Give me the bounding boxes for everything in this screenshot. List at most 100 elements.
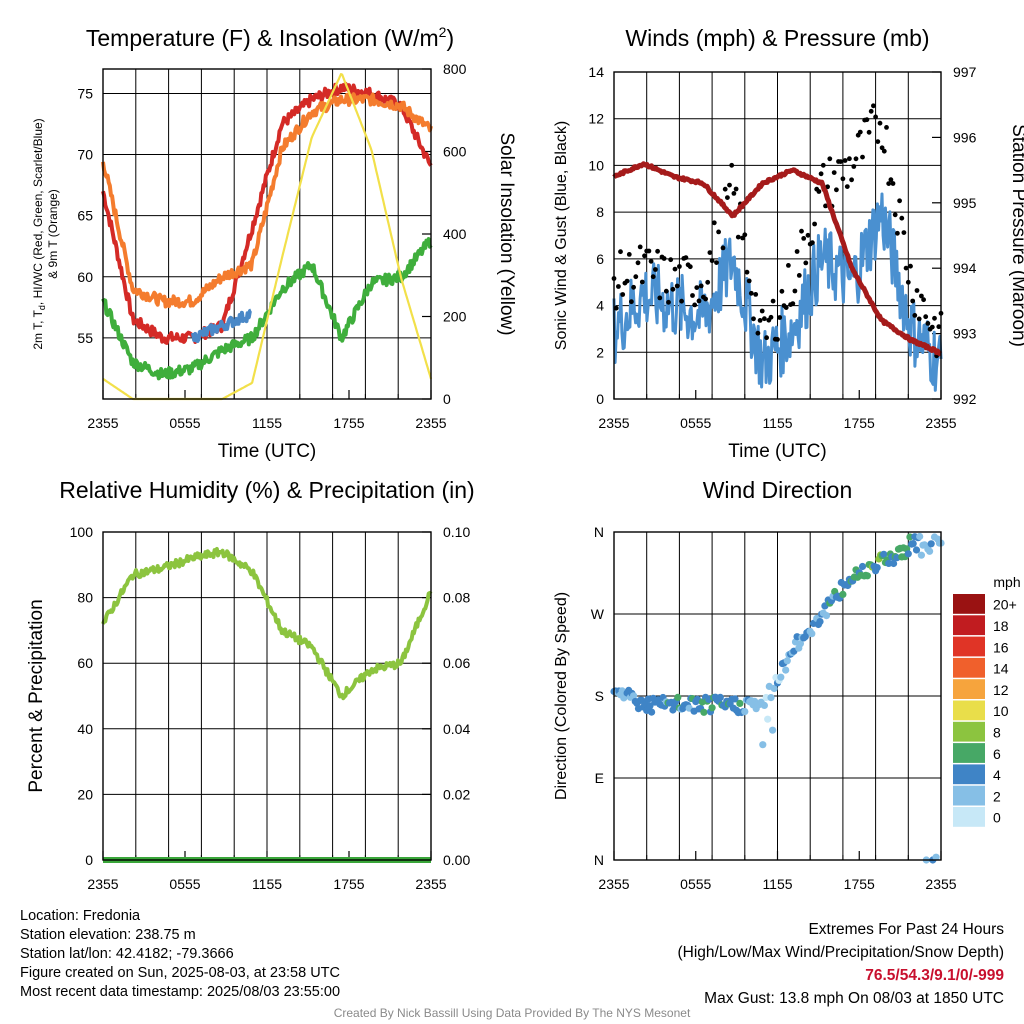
y-label-subscript: d [37,305,47,310]
gust-point [653,267,658,272]
y-tick-label: 80 [77,590,93,606]
y-label-rest: , HI/WC (Red, Green, Scarlet/Blue) [31,118,45,305]
gust-point [847,156,852,162]
y2-tick-label: 993 [953,326,977,342]
gust-point [642,253,647,259]
x-axis-label: Time (UTC) [728,441,827,462]
colorbar-tick-label: 8 [993,724,1001,740]
direction-point [909,540,917,548]
gust-point [803,260,809,266]
gust-point [633,274,639,280]
extremes-values: 76.5/54.3/9.1/0/-999 [865,967,1004,984]
gust-point [768,314,774,320]
y-tick-label: 75 [77,85,93,101]
gust-point [779,288,785,294]
x-tick-label: 2355 [415,415,446,431]
y2-tick-label: 0.08 [443,590,470,606]
gust-point [823,203,828,209]
gust-point [746,278,752,284]
gust-point [626,252,632,257]
title-superscript: 2 [439,24,447,40]
gust-point [901,230,907,236]
y2-tick-label: 997 [953,64,977,80]
direction-point [767,694,775,702]
gust-point [866,129,872,135]
direction-point [741,708,749,716]
gust-point [729,162,735,168]
gust-point [716,229,721,235]
wind-direction-panel: Wind Direction 2355 0555 1155 1755 2355 N E S W N D… [553,477,1021,892]
y-tick-label: 55 [77,330,93,346]
gust-point [759,308,765,314]
gust-point [648,258,654,264]
gust-point [892,212,898,218]
colorbar-tick-label: 2 [993,788,1001,804]
gust-point [873,114,878,120]
gust-point [679,298,684,304]
gust-point [735,234,741,240]
x-tick-label: 0555 [169,876,200,892]
gust-point [624,278,630,284]
direction-point [783,657,791,665]
y-tick-label: E [595,770,604,786]
gust-point [720,245,726,251]
direction-point [760,701,769,710]
y-axis-label-line2: & 9m T (Orange) [46,189,60,279]
direction-point [873,564,881,572]
colorbar-tick-label: 14 [993,661,1009,677]
y-tick-label: N [594,524,604,540]
y2-tick-label: 600 [443,144,467,160]
x-tick-label: 2355 [925,415,956,431]
y2-tick-label: 0.06 [443,655,470,671]
y2-tick-label: 996 [953,129,977,145]
direction-point [808,630,816,638]
x-tick-label: 2355 [598,415,629,431]
gust-point [818,171,824,177]
x-tick-label: 0555 [169,415,200,431]
gust-point [707,250,713,256]
y2-axis-label: Solar Insolation (Yellow) [496,132,517,335]
gust-point [690,293,695,298]
gust-point [812,221,817,227]
gust-point [875,139,881,145]
y2-axis-label: Station Pressure (Maroon) [1008,124,1024,347]
direction-point [839,590,847,599]
direction-point [782,666,790,674]
x-tick-label: 2355 [598,876,629,892]
gust-point [683,255,689,260]
y2-tick-label: 400 [443,226,467,242]
gust-point [670,286,676,292]
gust-point [613,305,619,311]
colorbar-label: mph [993,574,1020,590]
gust-point [639,279,645,285]
gust-point [805,232,811,238]
gust-point [764,335,769,341]
direction-point [674,693,682,702]
gust-point [674,283,680,289]
x-tick-label: 2355 [415,876,446,892]
plot-frame [102,68,432,400]
gust-point [620,292,626,297]
max-gust: Max Gust: 13.8 mph On 08/03 at 1850 UTC [704,990,1004,1007]
y-tick-label: 12 [588,111,604,127]
gust-point [932,315,937,321]
direction-point [926,547,934,555]
gust-point [860,154,865,160]
figure-created: Figure created on Sun, 2025-08-03, at 23… [20,965,340,981]
gust-point [792,288,798,294]
series-line-td [101,237,433,381]
gust-point [709,258,715,264]
gust-point [929,324,935,330]
gust-point [629,299,634,305]
x-tick-label: 2355 [87,876,118,892]
gust-point [888,177,894,183]
y2-tick-label: 0.00 [443,852,470,868]
gust-point [853,156,859,162]
gust-point [816,189,822,194]
plot-frame [613,531,942,861]
y-tick-label: 4 [596,298,604,314]
x-tick-label: 1155 [252,415,282,431]
y-tick-label: W [591,606,605,622]
gust-point [871,103,876,109]
gust-point [890,181,896,186]
